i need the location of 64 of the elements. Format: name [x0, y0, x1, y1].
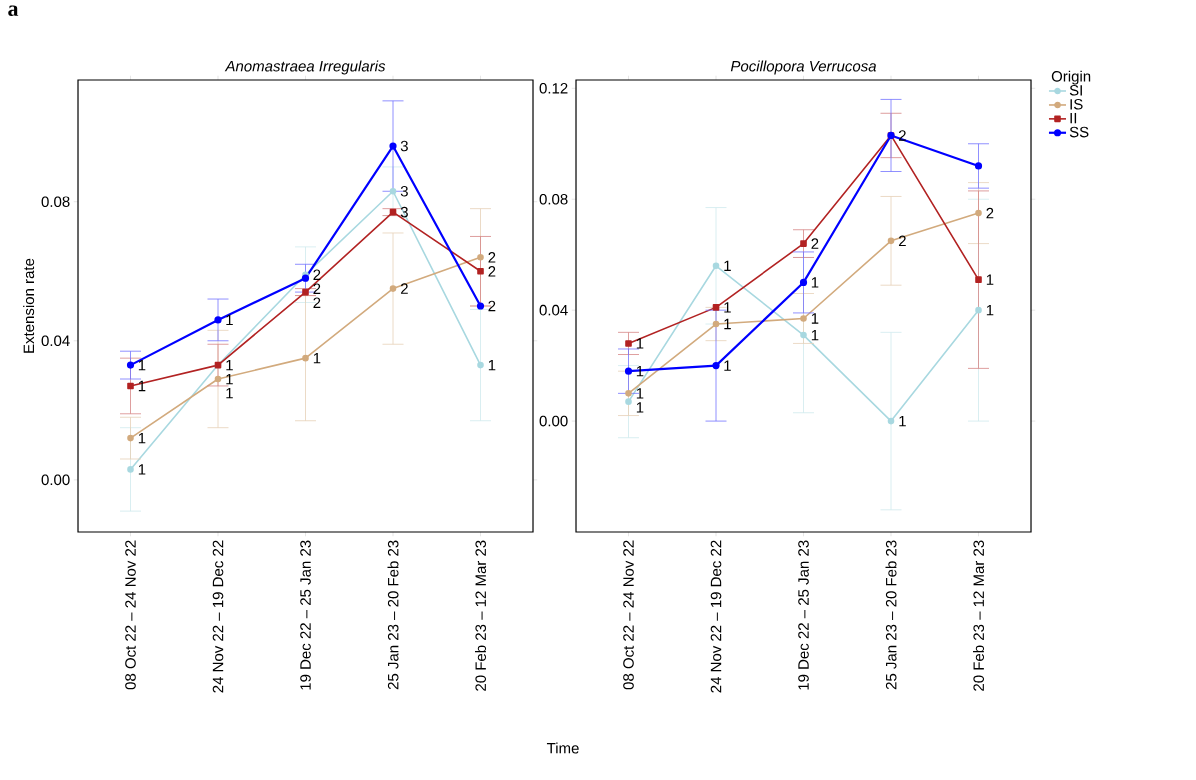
- annotation: 1: [138, 432, 146, 444]
- annotation: 1: [313, 352, 321, 364]
- x-tick-label: 19 Dec 22 – 25 Jan 23: [300, 540, 311, 690]
- y-tick-label: 0.00: [41, 474, 70, 486]
- annotation: 1: [226, 373, 233, 385]
- y-tick-label: 0.04: [539, 304, 568, 316]
- annotation: 2: [313, 283, 321, 294]
- annotation: 1: [724, 260, 731, 271]
- annotation: 2: [488, 252, 496, 263]
- annotation: 1: [636, 402, 644, 413]
- annotation: 3: [400, 206, 408, 218]
- annotation: 1: [899, 415, 906, 427]
- legend-label: IS: [1070, 98, 1083, 110]
- y-axis-title: Extension rate: [23, 258, 35, 353]
- x-tick-label: 20 Feb 23 – 12 Mar 23: [475, 540, 487, 691]
- y-tick-label: 0.08: [539, 193, 568, 205]
- legend-label: SS: [1069, 126, 1089, 138]
- annotation: 1: [488, 359, 496, 371]
- y-tick-label: 0.12: [539, 83, 568, 94]
- legend-label: II: [1070, 112, 1077, 124]
- annotation: 1: [724, 360, 731, 371]
- x-tick-label: 25 Jan 23 – 20 Feb 23: [885, 540, 897, 690]
- annotation: 1: [636, 366, 644, 377]
- annotation: 1: [811, 277, 819, 288]
- annotation: 3: [400, 140, 408, 152]
- text: a: [8, 5, 19, 17]
- x-tick-label: 24 Nov 22 – 19 Dec 22: [212, 540, 224, 693]
- x-tick-label: 19 Dec 22 – 25 Jan 23: [798, 540, 809, 690]
- x-tick-label: 25 Jan 23 – 20 Feb 23: [387, 540, 399, 690]
- x-axis-title: Time: [546, 742, 579, 754]
- annotation: 1: [636, 388, 644, 399]
- annotation: 2: [400, 283, 408, 294]
- annotation: 1: [226, 314, 233, 326]
- annotation: 3: [400, 185, 408, 197]
- x-tick-label: 08 Oct 22 – 24 Nov 22: [125, 540, 136, 690]
- x-tick-label: 20 Feb 23 – 12 Mar 23: [973, 540, 985, 691]
- annotation: 1: [724, 318, 731, 330]
- annotation: 1: [138, 359, 146, 371]
- annotation: 1: [226, 387, 233, 399]
- annotation: 1: [986, 305, 994, 316]
- legend-label: SI: [1069, 85, 1082, 96]
- annotation: 1: [226, 359, 233, 371]
- annotation: 2: [811, 238, 819, 249]
- annotation: 2: [488, 300, 496, 312]
- x-tick-label: 24 Nov 22 – 19 Dec 22: [710, 540, 722, 693]
- annotation: 2: [986, 207, 994, 219]
- annotation: 2: [488, 266, 496, 277]
- annotation: 1: [636, 338, 644, 349]
- annotation: 1: [138, 464, 146, 475]
- y-tick-label: 0.04: [41, 335, 70, 347]
- annotation: 2: [313, 297, 321, 308]
- y-tick-label: 0.00: [539, 415, 568, 427]
- annotation: 1: [724, 302, 731, 313]
- x-tick-label: 08 Oct 22 – 24 Nov 22: [623, 540, 634, 690]
- annotation: 2: [898, 235, 906, 247]
- annotation: 1: [811, 313, 819, 324]
- chart-title: Anomastraea Irregularis: [224, 60, 386, 75]
- legend-title: Origin: [1051, 70, 1091, 85]
- annotation: 2: [313, 269, 321, 280]
- annotation: 1: [811, 329, 819, 341]
- y-tick-label: 0.08: [41, 196, 70, 207]
- annotation: 2: [898, 130, 906, 141]
- annotation: 1: [986, 274, 994, 285]
- chart-title: Pocillopora Verrucosa: [730, 60, 877, 75]
